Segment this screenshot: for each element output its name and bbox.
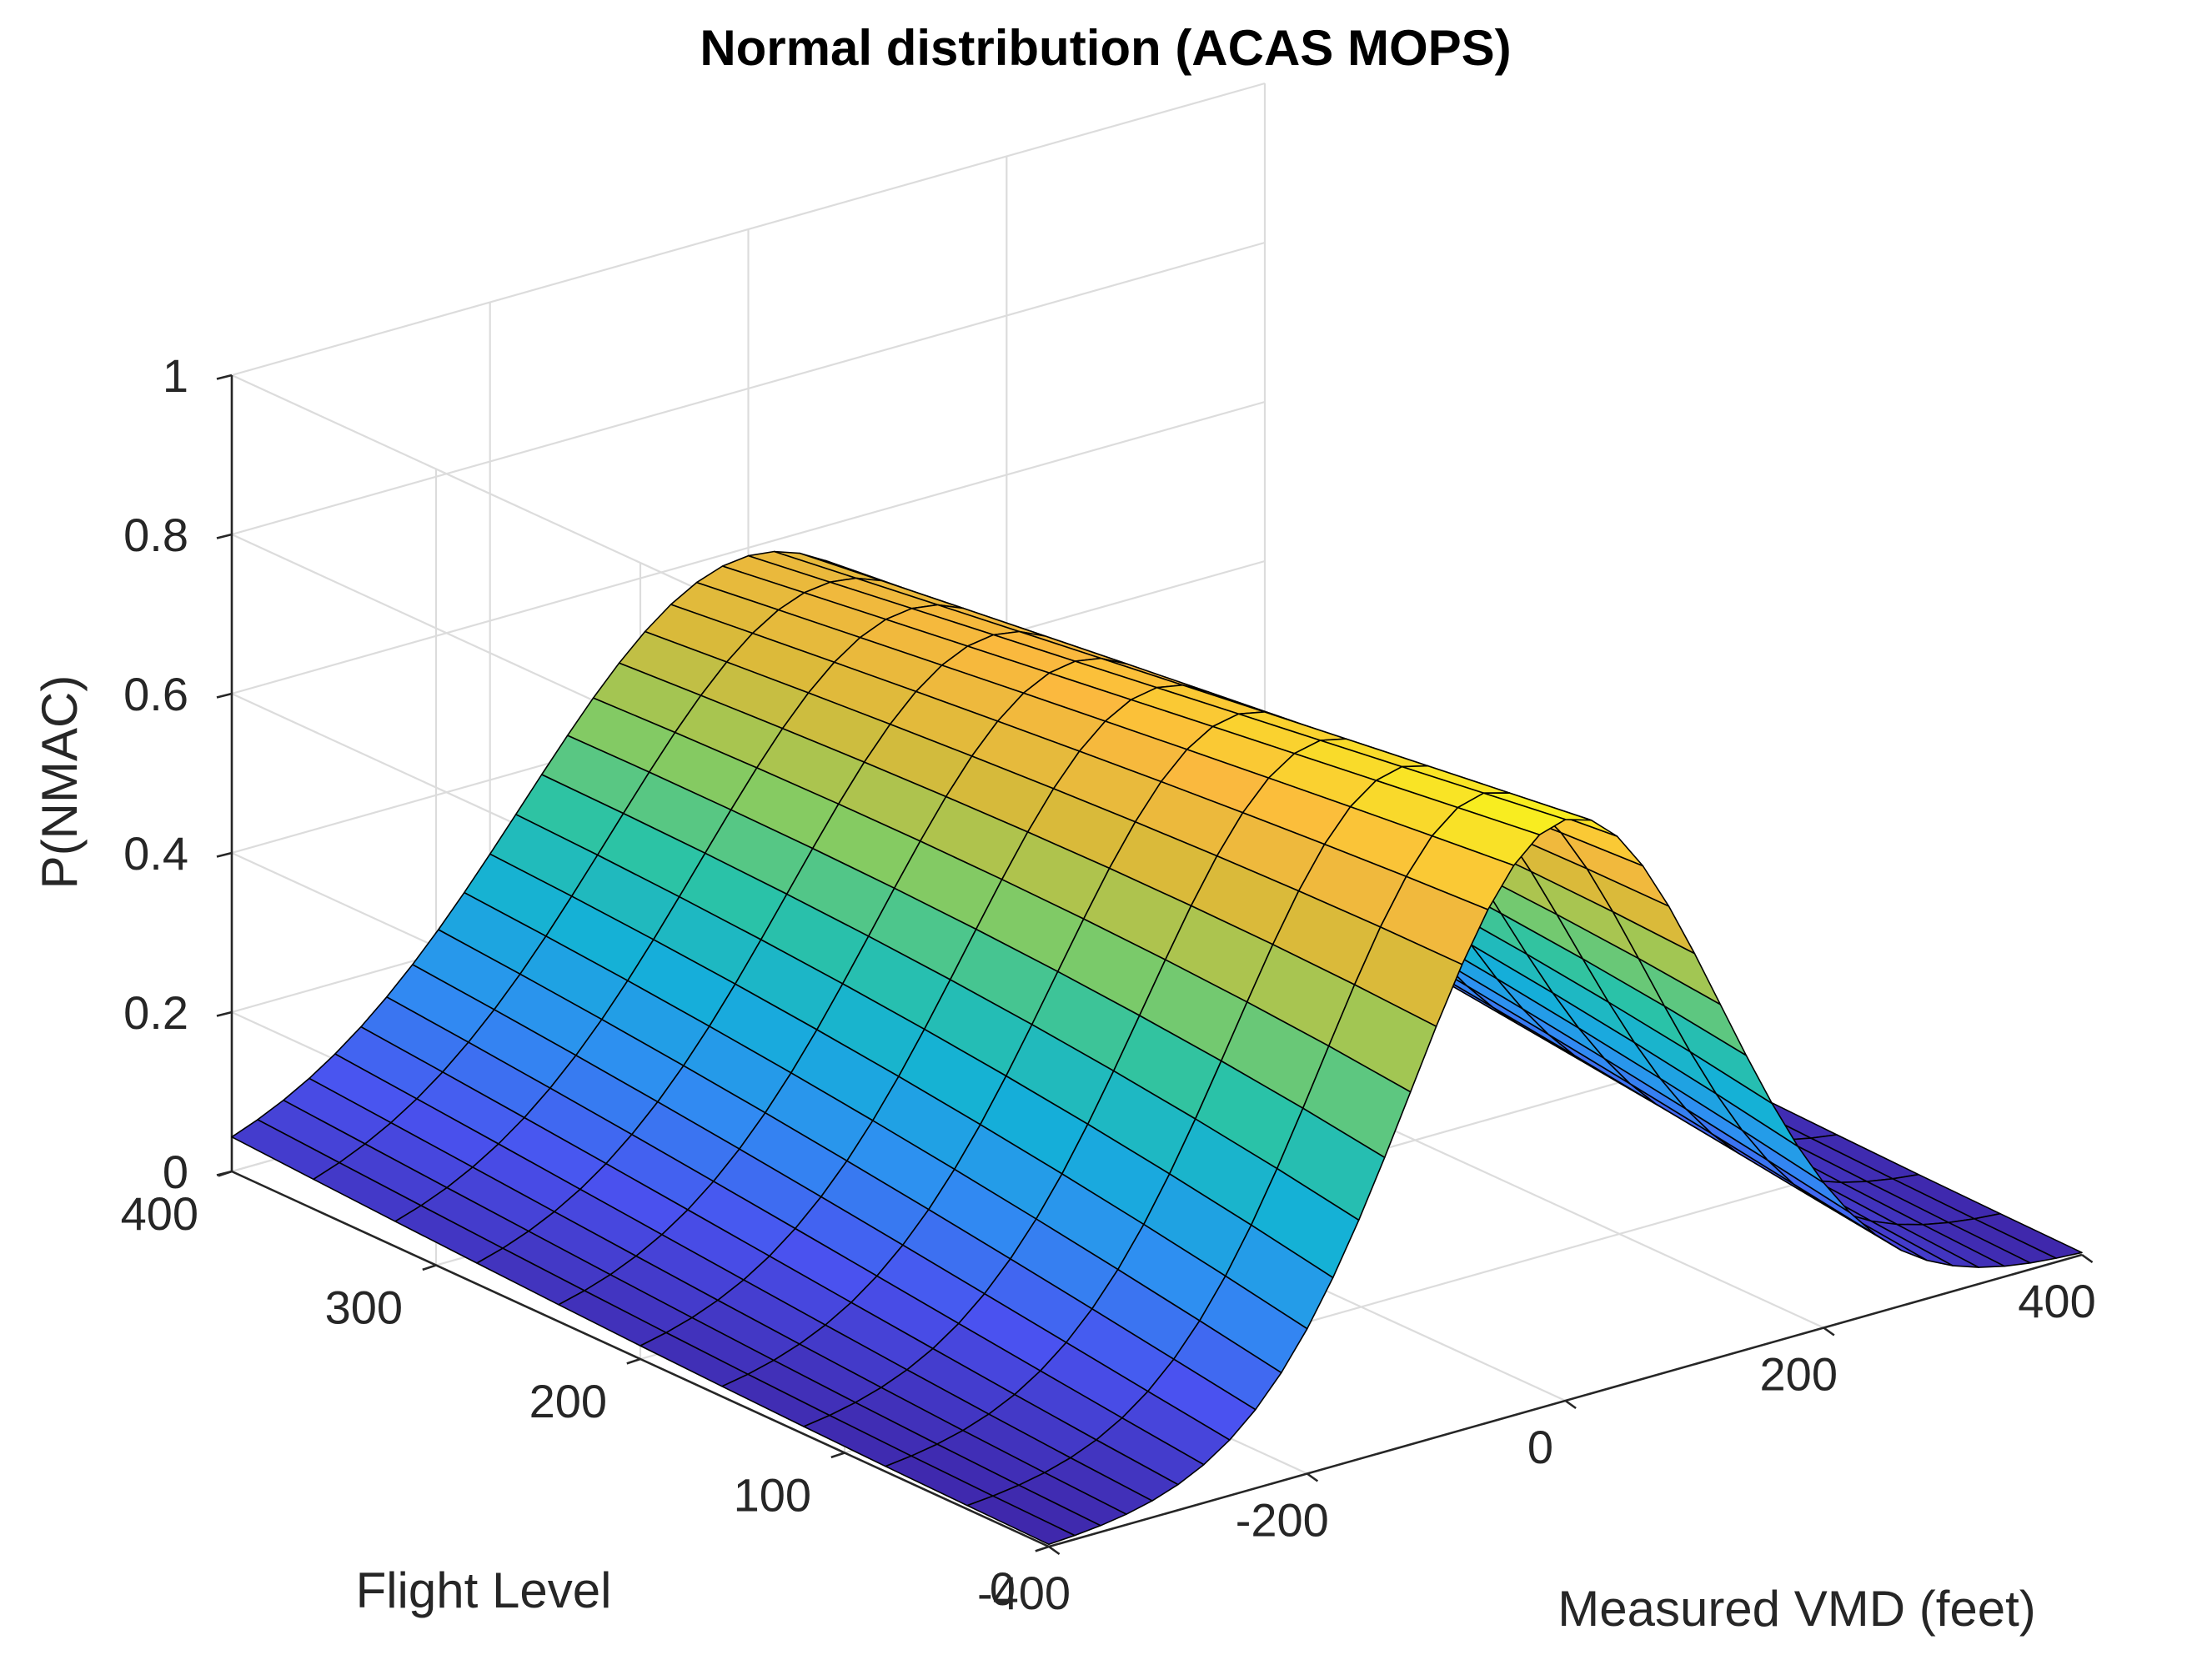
y-tick-label: 200	[529, 1375, 607, 1427]
z-tick-mark	[216, 533, 233, 539]
z-tick-mark	[216, 851, 233, 858]
z-tick-label: 0.2	[123, 986, 188, 1039]
x-axis-label: Measured VMD (feet)	[1557, 1581, 2036, 1637]
z-tick-mark	[216, 1170, 233, 1176]
y-tick-label: 0	[990, 1562, 1016, 1615]
x-tick-mark	[1048, 1545, 1061, 1556]
z-tick-mark	[216, 692, 233, 699]
y-tick-mark	[626, 1357, 641, 1365]
z-tick-mark	[216, 374, 233, 380]
x-tick-label: 400	[2018, 1275, 2095, 1327]
x-tick-label: 0	[1527, 1421, 1553, 1473]
y-tick-mark	[830, 1452, 845, 1459]
z-tick-label: 0	[163, 1146, 188, 1198]
z-tick-label: 0.4	[123, 827, 188, 880]
x-tick-label: -400	[977, 1567, 1071, 1619]
z-tick-label: 0.8	[123, 509, 188, 561]
y-tick-label: 100	[734, 1469, 811, 1522]
z-axis-label: P(NMAC)	[32, 675, 88, 890]
y-tick-mark	[1035, 1545, 1050, 1552]
z-tick-mark	[216, 1011, 233, 1017]
z-tick-label: 1	[163, 349, 188, 402]
x-tick-label: 200	[1760, 1348, 1838, 1401]
x-tick-mark	[1564, 1399, 1577, 1410]
y-axis-label: Flight Level	[356, 1562, 612, 1618]
surface-patch	[966, 1495, 1076, 1546]
x-tick-mark	[1823, 1326, 1835, 1337]
x-tick-mark	[2081, 1253, 2094, 1264]
y-tick-label: 400	[121, 1187, 198, 1240]
x-tick-label: -200	[1236, 1494, 1329, 1547]
x-tick-mark	[1306, 1472, 1319, 1482]
surface-layer	[231, 550, 2083, 1546]
z-tick-label: 0.6	[123, 668, 188, 720]
chart-title: Normal distribution (ACAS MOPS)	[700, 20, 1511, 76]
y-tick-mark	[422, 1264, 437, 1271]
y-tick-label: 300	[325, 1281, 403, 1334]
ticks-layer: -400-2000200400010020030040000.20.40.60.…	[121, 349, 2096, 1619]
